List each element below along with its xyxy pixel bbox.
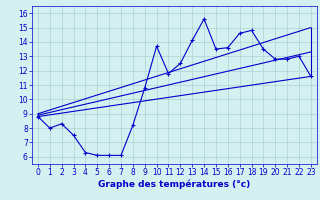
X-axis label: Graphe des températures (°c): Graphe des températures (°c): [98, 180, 251, 189]
